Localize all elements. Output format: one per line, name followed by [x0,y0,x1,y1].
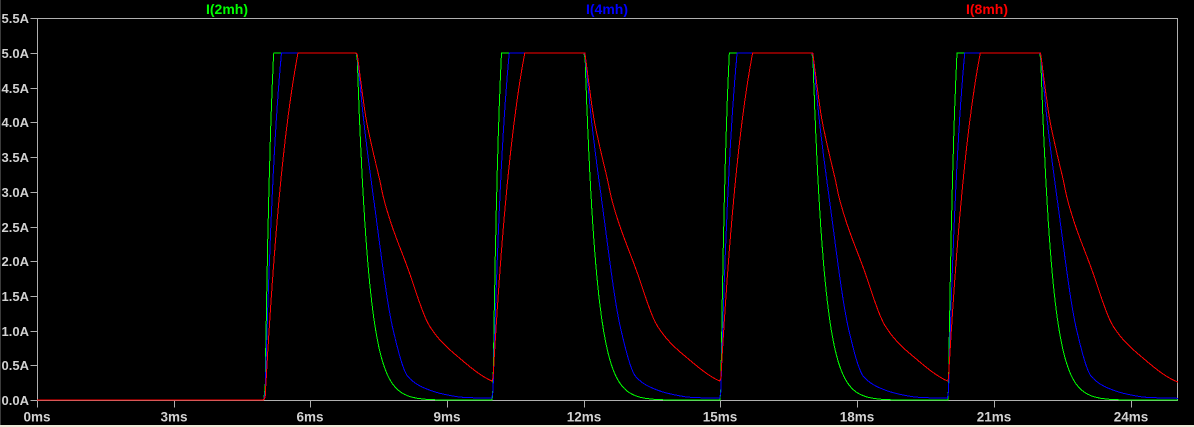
svg-text:1.5A: 1.5A [2,289,30,304]
svg-text:21ms: 21ms [977,410,1012,425]
svg-text:3.0A: 3.0A [2,185,30,200]
svg-text:4.5A: 4.5A [2,81,30,96]
svg-text:5.0A: 5.0A [2,46,30,61]
svg-text:I(2mh): I(2mh) [206,1,248,17]
svg-text:0.0A: 0.0A [2,393,30,408]
svg-text:1.0A: 1.0A [2,324,30,339]
svg-text:I(4mh): I(4mh) [586,1,628,17]
svg-text:12ms: 12ms [567,410,602,425]
svg-text:24ms: 24ms [1114,410,1149,425]
svg-text:0ms: 0ms [23,410,50,425]
svg-text:6ms: 6ms [296,410,323,425]
svg-text:2.0A: 2.0A [2,254,30,269]
svg-text:4.0A: 4.0A [2,115,30,130]
svg-text:15ms: 15ms [703,410,738,425]
svg-text:3.5A: 3.5A [2,150,30,165]
svg-text:9ms: 9ms [433,410,460,425]
svg-text:0.5A: 0.5A [2,358,30,373]
svg-text:2.5A: 2.5A [2,220,30,235]
svg-text:5.5A: 5.5A [2,11,30,26]
svg-text:3ms: 3ms [160,410,187,425]
svg-text:I(8mh): I(8mh) [966,1,1008,17]
svg-text:18ms: 18ms [840,410,875,425]
